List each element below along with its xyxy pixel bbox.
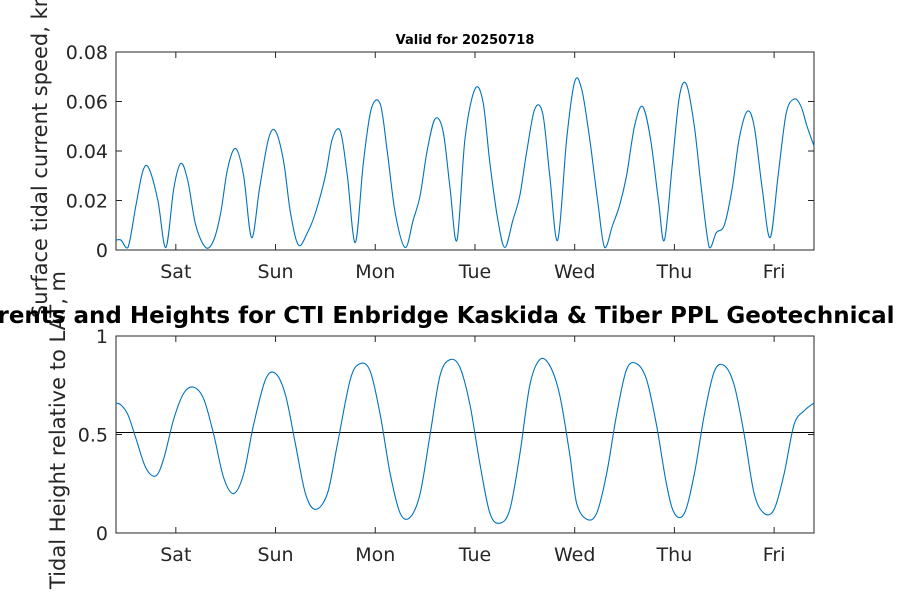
- tidal-height-chart: 00.51 Sat Sun Mon Tue Wed Thu Fri: [78, 326, 815, 566]
- tidal-height-x-tick-label: Fri: [763, 544, 786, 566]
- current-speed-y-ticks: 0 0.02 0.04 0.06 0.08: [66, 42, 814, 262]
- current-speed-x-tick-label: Wed: [554, 261, 595, 283]
- tidal-height-x-tick-label: Mon: [355, 544, 395, 566]
- current-speed-y-tick-label: 0.08: [66, 42, 108, 64]
- current-speed-title: Valid for 20250718: [396, 33, 535, 48]
- current-speed-y-label: Surface tidal current speed, kn: [28, 0, 52, 318]
- tidal-height-x-tick-label: Tue: [458, 544, 491, 566]
- current-speed-line: [115, 77, 815, 249]
- tidal-height-x-ticks: Sat Sun Mon Tue Wed Thu Fri: [160, 336, 785, 566]
- current-speed-x-tick-label: Sun: [257, 261, 293, 283]
- tidal-height-x-tick-label: Sat: [160, 544, 191, 566]
- current-speed-y-tick-label: 0: [96, 240, 108, 262]
- current-speed-x-tick-label: Tue: [458, 261, 491, 283]
- tidal-height-line: [115, 357, 815, 524]
- tidal-height-axes: [115, 335, 815, 534]
- current-speed-x-tick-label: Thu: [656, 261, 693, 283]
- current-speed-x-tick-label: Mon: [355, 261, 395, 283]
- tidal-height-y-tick-label: 0: [96, 523, 108, 545]
- current-speed-y-tick-label: 0.06: [66, 92, 108, 114]
- tidal-height-y-tick-label: 0.5: [78, 425, 108, 447]
- tidal-height-x-tick-label: Thu: [656, 544, 693, 566]
- main-title: Currents and Heights for CTI Enbridge Ka…: [0, 303, 900, 329]
- tidal-height-y-ticks: 00.51: [78, 326, 814, 545]
- current-speed-x-tick-label: Fri: [763, 261, 786, 283]
- current-speed-x-tick-label: Sat: [160, 261, 191, 283]
- tidal-height-y-label: Tidal Height relative to LAT, m: [46, 271, 70, 590]
- current-speed-axes: [115, 51, 815, 251]
- tidal-height-y-tick-label: 1: [96, 326, 108, 348]
- current-speed-chart: Valid for 20250718 0 0.02 0.04 0.06 0.08 Sat…: [66, 33, 815, 283]
- tidal-height-x-tick-label: Sun: [257, 544, 293, 566]
- current-speed-x-ticks: Sat Sun Mon Tue Wed Thu Fri: [160, 52, 785, 283]
- current-speed-y-tick-label: 0.04: [66, 141, 108, 163]
- tidal-height-x-tick-label: Wed: [554, 544, 595, 566]
- current-speed-y-tick-label: 0.02: [66, 191, 108, 213]
